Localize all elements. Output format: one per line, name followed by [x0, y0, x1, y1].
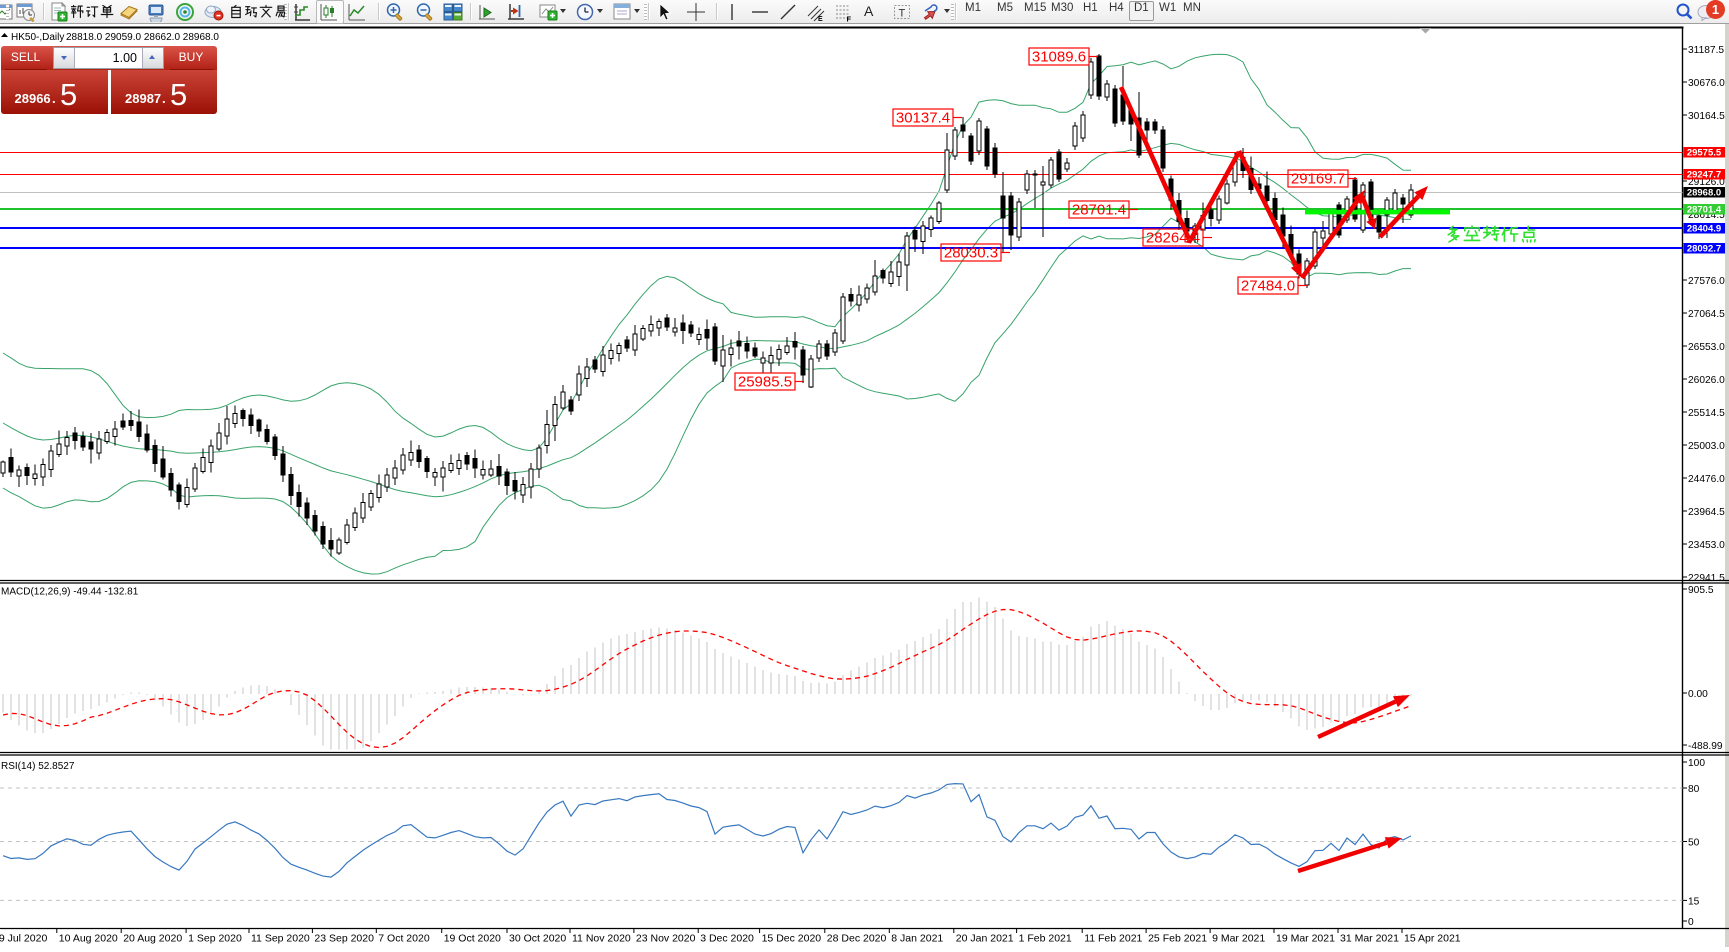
svg-text:28404.9: 28404.9 [1687, 224, 1721, 235]
svg-text:25 Feb 2021: 25 Feb 2021 [1148, 933, 1207, 945]
svg-text:T: T [899, 8, 906, 20]
svg-text:RSI(14) 52.8527: RSI(14) 52.8527 [1, 761, 75, 772]
svg-text:23 Sep 2020: 23 Sep 2020 [314, 933, 374, 945]
svg-text:26026.0: 26026.0 [1688, 375, 1725, 386]
svg-text:29247.7: 29247.7 [1687, 170, 1721, 181]
svg-text:28701.4: 28701.4 [1072, 202, 1126, 219]
svg-text:E: E [818, 16, 823, 22]
svg-text:30164.5: 30164.5 [1688, 111, 1725, 122]
svg-text:31187.5: 31187.5 [1688, 45, 1724, 56]
svg-text:7 Oct 2020: 7 Oct 2020 [378, 933, 430, 945]
svg-text:11 Nov 2020: 11 Nov 2020 [572, 933, 631, 945]
svg-text:29169.7: 29169.7 [1291, 171, 1345, 188]
svg-text:20 Jan 2021: 20 Jan 2021 [956, 933, 1014, 945]
svg-text:80: 80 [1688, 784, 1700, 795]
svg-text:22941.5: 22941.5 [1688, 573, 1725, 584]
svg-text:F: F [847, 15, 852, 23]
svg-text:23 Nov 2020: 23 Nov 2020 [636, 933, 696, 945]
svg-text:29 Jul 2020: 29 Jul 2020 [0, 933, 47, 945]
svg-text:30137.4: 30137.4 [896, 110, 950, 127]
svg-text:23964.5: 23964.5 [1688, 507, 1725, 518]
svg-text:25514.5: 25514.5 [1688, 408, 1725, 419]
svg-text:30 Oct 2020: 30 Oct 2020 [509, 933, 566, 945]
svg-text:28030.3: 28030.3 [944, 245, 998, 262]
svg-text:15 Dec 2020: 15 Dec 2020 [762, 933, 822, 945]
svg-text:-488.99: -488.99 [1688, 741, 1723, 752]
svg-text:9 Mar 2021: 9 Mar 2021 [1212, 933, 1265, 945]
svg-text:100: 100 [1688, 758, 1705, 769]
svg-text:27064.5: 27064.5 [1688, 309, 1725, 320]
svg-text:11 Sep 2020: 11 Sep 2020 [251, 933, 310, 945]
svg-text:28092.7: 28092.7 [1687, 244, 1721, 255]
svg-text:50: 50 [1688, 838, 1700, 849]
svg-text:28701.4: 28701.4 [1687, 205, 1722, 216]
svg-text:0.00: 0.00 [1688, 689, 1708, 700]
svg-text:31089.6: 31089.6 [1032, 49, 1086, 66]
svg-text:29575.5: 29575.5 [1687, 148, 1722, 159]
svg-text:27576.0: 27576.0 [1688, 276, 1725, 287]
svg-text:15 Apr 2021: 15 Apr 2021 [1404, 933, 1461, 945]
svg-text:1 Feb 2021: 1 Feb 2021 [1019, 933, 1072, 945]
svg-text:8 Jan 2021: 8 Jan 2021 [891, 933, 943, 945]
svg-text:25003.0: 25003.0 [1688, 441, 1725, 452]
svg-text:24476.0: 24476.0 [1688, 474, 1725, 485]
svg-text:30676.0: 30676.0 [1688, 78, 1725, 89]
svg-text:905.5: 905.5 [1688, 585, 1714, 596]
svg-text:23453.0: 23453.0 [1688, 540, 1725, 551]
svg-text:20 Aug 2020: 20 Aug 2020 [123, 933, 182, 945]
svg-text:28 Dec 2020: 28 Dec 2020 [827, 933, 887, 945]
svg-text:HK50-,Daily: HK50-,Daily [11, 32, 64, 43]
svg-text:10 Aug 2020: 10 Aug 2020 [59, 933, 118, 945]
svg-text:15: 15 [1688, 896, 1700, 907]
svg-text:27484.0: 27484.0 [1241, 278, 1295, 295]
svg-text:3 Dec 2020: 3 Dec 2020 [700, 933, 754, 945]
svg-text:19 Mar 2021: 19 Mar 2021 [1276, 933, 1335, 945]
svg-text:1 Sep 2020: 1 Sep 2020 [188, 933, 242, 945]
svg-text:28818.0 29059.0 28662.0 28968.: 28818.0 29059.0 28662.0 28968.0 [66, 32, 219, 43]
svg-text:19 Oct 2020: 19 Oct 2020 [444, 933, 501, 945]
svg-text:11 Feb 2021: 11 Feb 2021 [1084, 933, 1142, 945]
svg-text:25985.5: 25985.5 [738, 374, 792, 391]
svg-text:31 Mar 2021: 31 Mar 2021 [1340, 933, 1399, 945]
svg-text:26553.0: 26553.0 [1688, 342, 1725, 353]
svg-text:MACD(12,26,9) -49.44 -132.81: MACD(12,26,9) -49.44 -132.81 [1, 587, 139, 598]
svg-text:0: 0 [1688, 917, 1694, 928]
svg-text:28968.0: 28968.0 [1687, 188, 1721, 199]
